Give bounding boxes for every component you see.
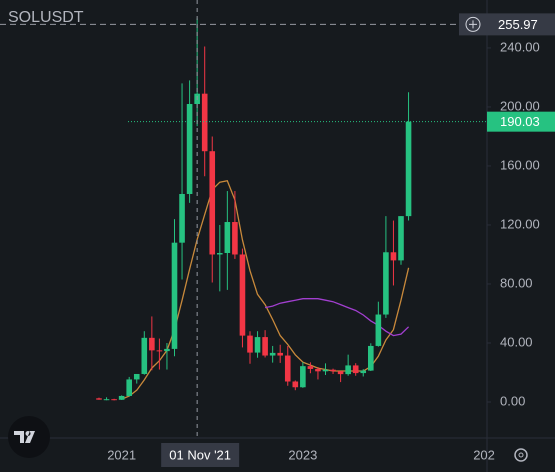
candle-body xyxy=(156,350,163,352)
candle-body xyxy=(239,254,246,336)
crosshair-price-label: 255.97 xyxy=(498,17,538,32)
candle-body xyxy=(375,314,382,346)
candle-body xyxy=(368,345,374,371)
candle-body xyxy=(111,399,117,401)
candle-body xyxy=(398,216,404,261)
candle-body xyxy=(262,337,268,356)
x-tick-label: 2023 xyxy=(288,447,317,462)
y-tick-label: 120.00 xyxy=(500,216,540,231)
settings-button[interactable] xyxy=(514,448,528,462)
crosshair-price-tag xyxy=(459,13,555,36)
y-tick-label: 0.00 xyxy=(500,393,525,408)
candle-body xyxy=(141,337,148,374)
y-tick-label: 80.00 xyxy=(500,275,533,290)
candle-body xyxy=(307,366,314,369)
candle-body xyxy=(247,335,253,353)
candle-body xyxy=(149,337,155,351)
candle-body xyxy=(254,337,261,353)
candle-body xyxy=(232,222,238,255)
candle-body xyxy=(171,242,178,349)
candle-body xyxy=(390,252,397,261)
candle-body xyxy=(209,151,216,255)
candle-body xyxy=(201,93,208,152)
candle-body xyxy=(164,348,170,352)
candle-body xyxy=(284,355,291,382)
candle-body xyxy=(352,365,359,374)
candle-body xyxy=(330,369,336,372)
candle-body xyxy=(300,366,306,388)
candle-body xyxy=(315,368,321,372)
candle-body xyxy=(322,369,329,372)
candle-body xyxy=(224,222,231,254)
candle-body xyxy=(269,352,276,356)
add-button[interactable] xyxy=(465,16,481,32)
add-icon xyxy=(469,20,477,29)
candle-body xyxy=(383,252,389,315)
last-price-label: 190.03 xyxy=(500,114,540,129)
y-tick-label: 160.00 xyxy=(500,157,540,172)
candle-body xyxy=(405,121,412,217)
candle-body xyxy=(345,365,351,375)
candle-body xyxy=(277,352,283,356)
gear-hub[interactable] xyxy=(518,452,524,458)
crosshair-time-tag xyxy=(161,443,240,467)
candle-body xyxy=(96,398,102,400)
y-tick-label: 240.00 xyxy=(500,39,540,54)
candle-body xyxy=(103,399,110,401)
x-tick-label: 2021 xyxy=(107,447,136,462)
x-tick-label: 202 xyxy=(473,447,495,462)
logo-glyph xyxy=(14,431,35,443)
candle-body xyxy=(133,373,140,380)
gear-icon[interactable] xyxy=(514,448,528,462)
logo xyxy=(8,416,50,458)
plot-area xyxy=(96,18,412,401)
candle-body xyxy=(217,253,223,255)
candle-body xyxy=(360,370,367,374)
candle-body xyxy=(118,395,125,400)
last-price-tag xyxy=(487,111,555,132)
y-tick-label: 200.00 xyxy=(500,98,540,113)
candle-body xyxy=(292,381,299,388)
candle-body xyxy=(337,371,344,375)
chart-title: SOLUSDT xyxy=(8,9,84,26)
candle-body xyxy=(179,193,185,243)
y-tick-label: 40.00 xyxy=(500,334,533,349)
crosshair-time-label: 01 Nov '21 xyxy=(169,447,231,462)
candle-body xyxy=(126,379,132,396)
moving-average xyxy=(264,298,410,337)
candle-body xyxy=(186,104,193,194)
